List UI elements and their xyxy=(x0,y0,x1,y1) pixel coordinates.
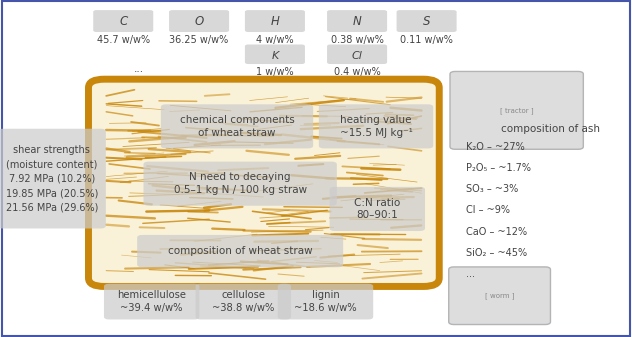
Text: 0.38 w/w%: 0.38 w/w% xyxy=(331,35,384,45)
FancyBboxPatch shape xyxy=(104,284,200,319)
FancyBboxPatch shape xyxy=(88,79,439,286)
FancyBboxPatch shape xyxy=(169,10,229,32)
Text: S: S xyxy=(423,16,430,28)
Text: H: H xyxy=(270,16,279,28)
Text: SO₃ – ~3%: SO₃ – ~3% xyxy=(466,184,519,194)
FancyBboxPatch shape xyxy=(278,284,373,319)
Text: [ tractor ]: [ tractor ] xyxy=(500,107,533,114)
Text: CaO – ~12%: CaO – ~12% xyxy=(466,226,528,237)
FancyBboxPatch shape xyxy=(94,10,153,32)
FancyBboxPatch shape xyxy=(245,44,305,64)
Text: lignin
~18.6 w/w%: lignin ~18.6 w/w% xyxy=(294,290,357,313)
Text: N need to decaying
0.5–1 kg N / 100 kg straw: N need to decaying 0.5–1 kg N / 100 kg s… xyxy=(174,172,307,195)
FancyBboxPatch shape xyxy=(397,10,456,32)
Text: N: N xyxy=(353,16,362,28)
Text: O: O xyxy=(195,16,204,28)
FancyBboxPatch shape xyxy=(2,1,630,336)
Text: SiO₂ – ~45%: SiO₂ – ~45% xyxy=(466,248,528,258)
Text: C:N ratio
80–90:1: C:N ratio 80–90:1 xyxy=(354,197,401,220)
Text: cellulose
~38.8 w/w%: cellulose ~38.8 w/w% xyxy=(212,290,274,313)
FancyBboxPatch shape xyxy=(143,162,337,206)
FancyBboxPatch shape xyxy=(330,187,425,231)
Text: 45.7 w/w%: 45.7 w/w% xyxy=(97,35,150,45)
Text: composition of ash: composition of ash xyxy=(501,124,600,134)
Text: Cl: Cl xyxy=(351,51,363,61)
Text: ...: ... xyxy=(134,64,144,74)
Text: 1 w/w%: 1 w/w% xyxy=(256,67,294,78)
Text: K: K xyxy=(271,51,279,61)
FancyBboxPatch shape xyxy=(449,267,550,325)
Text: 36.25 w/w%: 36.25 w/w% xyxy=(169,35,229,45)
FancyBboxPatch shape xyxy=(319,104,434,148)
FancyBboxPatch shape xyxy=(327,44,387,64)
Text: 0.4 w/w%: 0.4 w/w% xyxy=(334,67,380,78)
FancyBboxPatch shape xyxy=(161,104,313,148)
Text: 4 w/w%: 4 w/w% xyxy=(256,35,294,45)
Text: ...: ... xyxy=(466,269,475,279)
Text: C: C xyxy=(119,16,128,28)
FancyBboxPatch shape xyxy=(327,10,387,32)
Text: shear strengths
(moisture content)
7.92 MPa (10.2%)
19.85 MPa (20.5%)
21.56 MPa : shear strengths (moisture content) 7.92 … xyxy=(6,145,98,212)
Text: heating value
~15.5 MJ kg⁻¹: heating value ~15.5 MJ kg⁻¹ xyxy=(339,115,413,138)
FancyBboxPatch shape xyxy=(245,10,305,32)
Text: [ worm ]: [ worm ] xyxy=(485,292,514,299)
Text: chemical components
of wheat straw: chemical components of wheat straw xyxy=(179,115,295,138)
FancyBboxPatch shape xyxy=(196,284,291,319)
FancyBboxPatch shape xyxy=(450,71,583,149)
Text: composition of wheat straw: composition of wheat straw xyxy=(168,246,312,256)
Text: 0.11 w/w%: 0.11 w/w% xyxy=(400,35,453,45)
FancyBboxPatch shape xyxy=(137,235,343,267)
Text: hemicellulose
~39.4 w/w%: hemicellulose ~39.4 w/w% xyxy=(117,290,186,313)
Text: P₂O₅ – ~1.7%: P₂O₅ – ~1.7% xyxy=(466,163,532,173)
FancyBboxPatch shape xyxy=(0,129,106,228)
Text: Cl – ~9%: Cl – ~9% xyxy=(466,205,511,215)
Text: K₂O – ~27%: K₂O – ~27% xyxy=(466,142,525,152)
